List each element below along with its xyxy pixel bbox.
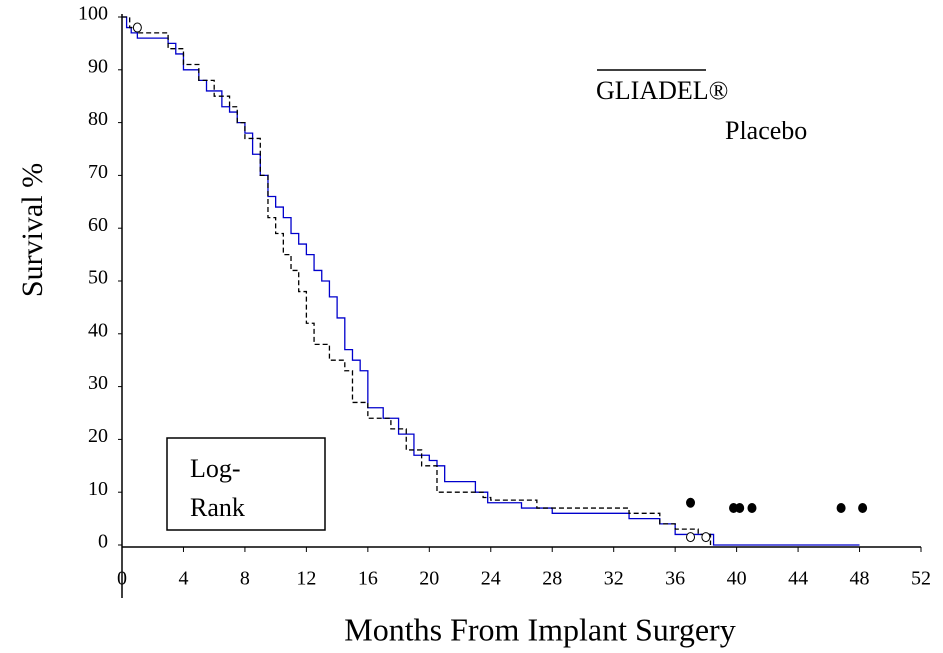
x-tick-label: 44 — [788, 568, 808, 590]
censor-marker — [686, 497, 696, 508]
x-tick-label: 8 — [240, 568, 250, 590]
x-tick-label: 0 — [117, 568, 127, 590]
censor-marker — [747, 503, 757, 514]
box-text: Log- — [190, 454, 241, 483]
y-tick-label: 50 — [88, 267, 108, 289]
x-tick-label: 20 — [419, 568, 439, 590]
censor-marker — [858, 503, 868, 514]
y-tick-label: 10 — [88, 478, 108, 500]
y-tick-label: 60 — [88, 214, 108, 236]
y-axis-title: Survival % — [16, 163, 49, 297]
y-tick-label: 20 — [88, 425, 108, 447]
log-rank-box — [166, 437, 326, 531]
y-tick-label: 100 — [78, 3, 108, 25]
y-tick-label: 90 — [88, 55, 108, 77]
legend-label: GLIADEL® — [596, 76, 728, 105]
x-tick-label: 24 — [481, 568, 501, 590]
y-tick-label: 30 — [88, 372, 108, 394]
x-tick-label: 36 — [665, 568, 685, 590]
x-axis-title: Months From Implant Surgery — [344, 611, 735, 647]
censor-marker — [836, 503, 846, 514]
y-tick-label: 80 — [88, 108, 108, 130]
x-tick-label: 32 — [604, 568, 624, 590]
censor-marker — [686, 532, 696, 543]
survival-line — [122, 16, 712, 545]
x-tick-label: 28 — [542, 568, 562, 590]
x-tick-label: 40 — [727, 568, 747, 590]
x-tick-label: 4 — [178, 568, 188, 590]
legend-label: Placebo — [725, 116, 807, 145]
censor-marker — [735, 503, 745, 514]
y-tick-label: 40 — [88, 319, 108, 341]
y-tick-label: 0 — [98, 531, 108, 553]
x-tick-label: 48 — [850, 568, 870, 590]
censor-marker — [701, 532, 711, 543]
box-text: Rank — [190, 493, 245, 522]
y-tick-label: 70 — [88, 161, 108, 183]
x-tick-label: 16 — [358, 568, 378, 590]
x-tick-label: 12 — [296, 568, 316, 590]
censor-marker — [132, 22, 142, 33]
x-tick-label: 52 — [911, 568, 931, 590]
survival-line — [122, 16, 860, 546]
